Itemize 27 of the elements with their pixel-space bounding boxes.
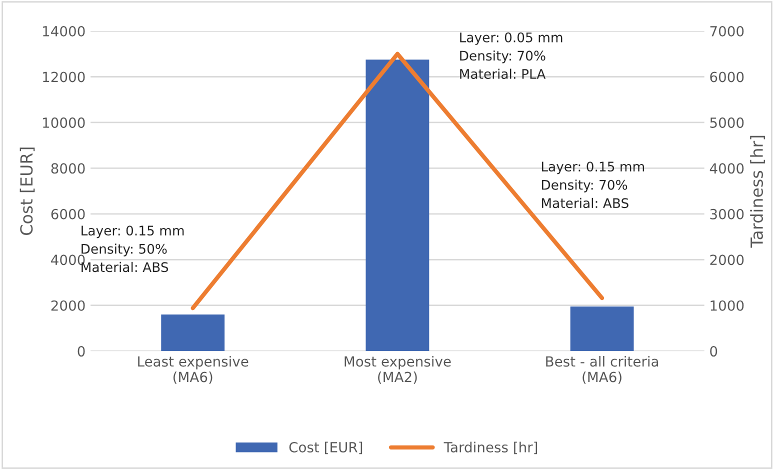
y2-tick-label: 4000 <box>710 163 744 174</box>
x-tick-label: Best - all criteria (MA6) <box>546 356 658 384</box>
y-tick-label: 2000 <box>51 300 85 311</box>
y-tick-label: 12000 <box>43 72 85 82</box>
y2-tick-label: 1000 <box>710 300 744 311</box>
y2-tick-label: 2000 <box>710 254 744 266</box>
y-tick-label: 0 <box>78 346 85 357</box>
y2-axis-title: Tardiness [hr] <box>750 136 765 248</box>
y2-tick-label: 5000 <box>710 117 744 128</box>
y2-tick-label: 0 <box>710 346 718 357</box>
annotation: Layer: 0.05 mm Density: 70% Material: PLA <box>460 32 562 79</box>
y2-tick-label: 7000 <box>710 26 744 36</box>
x-tick-label: Least expensive (MA6) <box>138 356 248 384</box>
y-tick-label: 14000 <box>43 26 85 36</box>
y-tick-label: 8000 <box>51 163 85 174</box>
y2-tick-label: 6000 <box>710 72 744 82</box>
annotation: Layer: 0.15 mm Density: 70% Material: ABS <box>542 162 644 208</box>
bar <box>161 314 225 352</box>
y-tick-label: 10000 <box>43 117 85 128</box>
legend-label: Cost [EUR] <box>289 442 362 454</box>
bar <box>366 60 430 352</box>
y-axis-title: Cost [EUR] <box>20 148 35 235</box>
bar <box>570 306 634 352</box>
y2-tick-label: 3000 <box>710 208 744 220</box>
y-tick-label: 6000 <box>51 208 85 220</box>
legend-label: Tardiness [hr] <box>444 442 538 454</box>
x-tick-label: Most expensive (MA2) <box>344 356 451 384</box>
